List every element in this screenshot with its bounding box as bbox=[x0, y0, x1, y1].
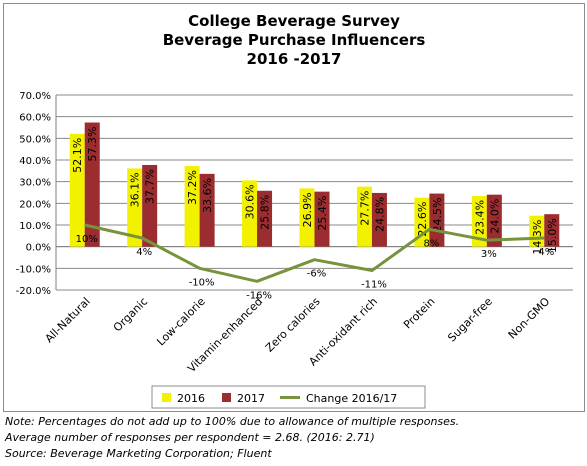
y-tick-label-5: 30.0% bbox=[19, 178, 51, 189]
y-tick-label-0: -20.0% bbox=[16, 286, 51, 297]
bar-2016-zero-calories bbox=[299, 188, 315, 247]
x-tick-label-7: Sugar-free bbox=[445, 295, 495, 345]
chart-title-line-1: College Beverage Survey bbox=[188, 12, 400, 30]
bar-2016-vitamin-enhanced bbox=[242, 180, 258, 247]
bar-label-2017-2: 33.6% bbox=[201, 178, 214, 213]
bar-label-2017-3: 25.8% bbox=[259, 195, 272, 230]
bar-2017-protein bbox=[429, 193, 445, 247]
change-label-5: -11% bbox=[361, 280, 387, 291]
bar-2017-low-calorie bbox=[199, 173, 215, 247]
bar-2016-low-calorie bbox=[184, 166, 200, 247]
chart-frame: College Beverage Survey Beverage Purchase… bbox=[3, 3, 585, 412]
change-label-1: 4% bbox=[136, 247, 152, 258]
y-tick-label-7: 50.0% bbox=[19, 134, 51, 145]
y-tick-label-3: 10.0% bbox=[19, 221, 51, 232]
bar-2016-anti-oxidant-rich bbox=[356, 186, 372, 247]
bar-label-2016-7: 23.4% bbox=[473, 200, 486, 235]
change-label-0: 10% bbox=[76, 234, 98, 245]
y-tick-label-2: 0.0% bbox=[26, 243, 51, 254]
x-tick-label-4: Zero calories bbox=[263, 295, 323, 355]
note-average-responses: Average number of responses per responde… bbox=[5, 431, 375, 444]
bar-label-2017-0: 57.3% bbox=[86, 127, 99, 162]
bar-label-2016-4: 26.9% bbox=[301, 192, 314, 227]
y-tick-label-8: 60.0% bbox=[19, 113, 51, 124]
bar-label-2016-6: 22.6% bbox=[416, 202, 429, 237]
bar-label-2017-8: 15.0% bbox=[546, 218, 559, 253]
bar-2017-zero-calories bbox=[314, 191, 330, 247]
bar-label-2017-4: 25.4% bbox=[316, 196, 329, 231]
bar-2016-organic bbox=[127, 168, 143, 247]
chart-title-line-3: 2016 -2017 bbox=[247, 50, 342, 68]
bar-label-2016-5: 27.7% bbox=[358, 191, 371, 226]
bar-2017-all-natural bbox=[84, 122, 100, 247]
change-label-6: 8% bbox=[423, 238, 439, 249]
change-label-3: -16% bbox=[246, 290, 272, 301]
y-tick-label-6: 40.0% bbox=[19, 156, 51, 167]
bar-label-2016-3: 30.6% bbox=[244, 184, 257, 219]
change-label-8: 4% bbox=[538, 247, 554, 258]
y-tick-label-1: -10.0% bbox=[16, 264, 51, 275]
bar-label-2016-1: 36.1% bbox=[129, 172, 142, 207]
bar-2017-sugar-free bbox=[486, 194, 502, 247]
bar-label-2016-2: 37.2% bbox=[186, 170, 199, 205]
change-label-4: -6% bbox=[307, 269, 326, 280]
change-label-7: 3% bbox=[481, 249, 497, 260]
chart-notes: Note: Percentages do not add up to 100% … bbox=[5, 414, 580, 462]
bar-label-2017-1: 37.7% bbox=[144, 169, 157, 204]
x-tick-label-8: Non-GMO bbox=[506, 295, 553, 342]
legend-label-1: 2017 bbox=[237, 392, 265, 405]
note-percentages: Note: Percentages do not add up to 100% … bbox=[5, 415, 460, 428]
legend-label-2: Change 2016/17 bbox=[306, 392, 397, 405]
bar-2017-non-gmo bbox=[544, 214, 560, 247]
bar-label-2017-6: 24.5% bbox=[431, 198, 444, 233]
change-line bbox=[84, 223, 545, 283]
x-tick-label-1: Organic bbox=[111, 295, 150, 334]
note-source: Source: Beverage Marketing Corporation; … bbox=[5, 447, 272, 460]
bar-label-2017-5: 24.8% bbox=[373, 197, 386, 232]
bar-label-2016-0: 52.1% bbox=[71, 138, 84, 173]
bar-2016-sugar-free bbox=[471, 195, 487, 247]
x-tick-label-6: Protein bbox=[401, 295, 437, 331]
bar-label-2017-7: 24.0% bbox=[488, 199, 501, 234]
x-tick-label-2: Low-calorie bbox=[154, 295, 208, 349]
legend-swatch-0 bbox=[162, 393, 171, 402]
bar-2017-anti-oxidant-rich bbox=[371, 192, 387, 247]
bar-2016-protein bbox=[414, 197, 430, 247]
change-label-2: -10% bbox=[189, 277, 215, 288]
y-tick-label-4: 20.0% bbox=[19, 199, 51, 210]
chart-title-line-2: Beverage Purchase Influencers bbox=[163, 31, 426, 49]
y-tick-label-9: 70.0% bbox=[19, 91, 51, 102]
legend-label-0: 2016 bbox=[177, 392, 205, 405]
x-tick-label-0: All-Natural bbox=[43, 295, 93, 345]
bar-2017-organic bbox=[142, 164, 158, 247]
bar-2016-all-natural bbox=[69, 133, 85, 247]
bar-2017-vitamin-enhanced bbox=[257, 190, 273, 247]
legend-swatch-1 bbox=[222, 393, 231, 402]
